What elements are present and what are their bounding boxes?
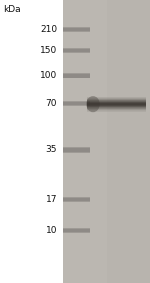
Text: 100: 100 — [40, 71, 57, 80]
Bar — [63, 232, 90, 233]
Bar — [87, 97, 146, 98]
Bar — [87, 101, 146, 102]
Bar — [87, 99, 146, 100]
Ellipse shape — [86, 96, 100, 112]
Bar — [87, 103, 146, 104]
Bar — [63, 152, 90, 153]
Text: 35: 35 — [45, 145, 57, 155]
Bar — [63, 101, 90, 102]
Bar — [63, 228, 90, 229]
Bar — [87, 109, 146, 110]
Bar — [87, 111, 146, 112]
Bar — [63, 197, 90, 198]
Bar — [87, 102, 146, 103]
Bar — [63, 0, 106, 283]
Bar — [63, 27, 90, 28]
Text: 17: 17 — [45, 195, 57, 204]
Bar — [63, 0, 150, 283]
Bar — [63, 48, 90, 49]
Bar — [63, 147, 90, 153]
Text: 210: 210 — [40, 25, 57, 34]
Bar — [87, 108, 146, 109]
Bar — [87, 105, 146, 106]
Bar — [63, 197, 90, 202]
Bar — [63, 73, 90, 74]
Text: 70: 70 — [45, 99, 57, 108]
Bar — [63, 31, 90, 32]
Bar — [63, 147, 90, 148]
Bar — [87, 100, 146, 101]
Bar — [63, 52, 90, 53]
Bar — [87, 106, 146, 107]
Text: 150: 150 — [40, 46, 57, 55]
Bar — [63, 201, 90, 202]
Bar — [63, 27, 90, 32]
Bar — [87, 98, 146, 99]
Bar — [87, 104, 146, 105]
Bar — [63, 73, 90, 78]
Bar — [63, 101, 90, 106]
Bar — [63, 105, 90, 106]
Text: kDa: kDa — [3, 5, 21, 14]
Bar — [87, 110, 146, 111]
Bar — [63, 48, 90, 53]
Text: 10: 10 — [45, 226, 57, 235]
Bar — [63, 228, 90, 233]
Bar — [87, 107, 146, 108]
